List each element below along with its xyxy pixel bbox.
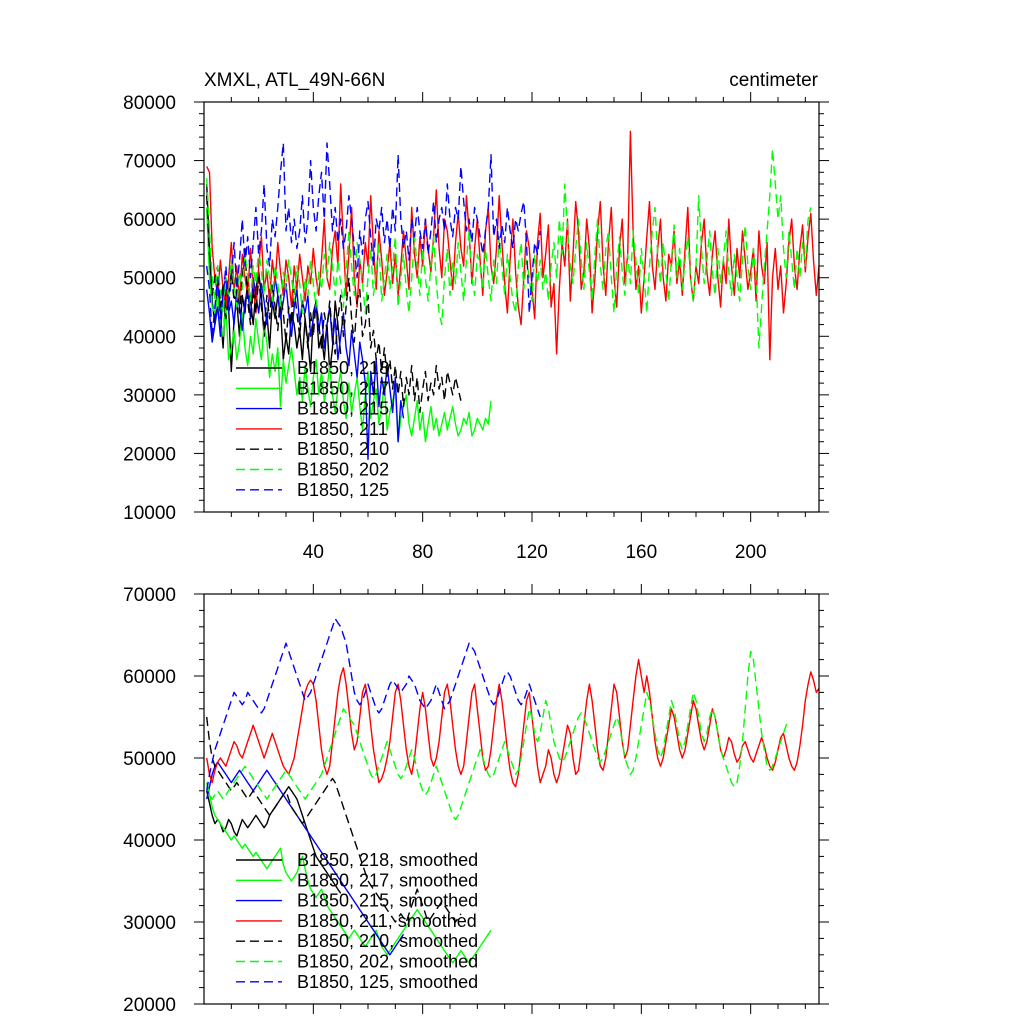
y-tick-label: 30000 <box>123 386 176 407</box>
y-tick-label: 70000 <box>123 152 176 173</box>
y-tick-label: 20000 <box>123 444 176 465</box>
series-line-3 <box>206 761 405 956</box>
x-tick-label: 40 <box>303 542 324 563</box>
legend-label: B1850, 217, smoothed <box>297 870 478 890</box>
legend-label: B1850, 218 <box>297 358 389 378</box>
y-tick-label: 10000 <box>123 503 176 524</box>
plot-frame <box>203 593 820 1005</box>
y-tick-label: 40000 <box>123 327 176 348</box>
units-label: centimeter <box>729 70 818 91</box>
series-line-7 <box>206 142 541 337</box>
series-line-7 <box>206 617 541 791</box>
legend-label: B1850, 202, smoothed <box>297 952 478 972</box>
plot-frame <box>203 101 820 513</box>
legend-label: B1850, 215 <box>297 399 389 419</box>
series-line-5 <box>206 716 462 923</box>
bottom-panel: 20000 30000 40000 50000 60000 70000 B1850, 218… <box>123 584 829 1016</box>
legend-label: B1850, 218, smoothed <box>297 850 478 870</box>
series-line-4 <box>206 658 819 788</box>
y-tick-label: 60000 <box>123 210 176 231</box>
y-tick-label: 60000 <box>123 667 176 688</box>
series-line-5 <box>206 195 462 414</box>
legend-label: B1850, 210 <box>297 439 389 459</box>
legend-label: B1850, 125, smoothed <box>297 972 478 992</box>
y-tick-label: 30000 <box>123 913 176 934</box>
top-plot-area: 40 80 120 160 200 10000 20000 30000 40000 50000 60… <box>123 92 829 563</box>
series-line-4 <box>206 130 819 361</box>
y-tick-label: 50000 <box>123 749 176 770</box>
x-tick-label: 160 <box>625 542 657 563</box>
series-line-6 <box>206 650 790 821</box>
y-tick-label: 20000 <box>123 995 176 1016</box>
legend-label: B1850, 210, smoothed <box>297 931 478 951</box>
y-tick-label: 70000 <box>123 585 176 606</box>
series-group <box>206 130 819 460</box>
x-tick-label: 200 <box>735 542 767 563</box>
legend-label: B1850, 125 <box>297 480 389 500</box>
series-line-3 <box>206 277 405 460</box>
y-tick-label: 50000 <box>123 269 176 290</box>
x-tick-label: 120 <box>516 542 548 563</box>
series-line-2 <box>206 782 492 964</box>
chart-title: XMXL, ATL_49N-66N <box>204 70 385 91</box>
top-panel: XMXL, ATL_49N-66N centimeter 40 80 120 160 2… <box>123 70 829 563</box>
legend-label: B1850, 211 <box>297 419 388 439</box>
y-tick-label: 80000 <box>123 93 176 114</box>
series-group <box>206 617 819 964</box>
legend-label: B1850, 217 <box>297 378 389 398</box>
series-line-6 <box>206 148 812 349</box>
series-line-2 <box>206 207 492 443</box>
bottom-plot-area: 20000 30000 40000 50000 60000 70000 B1850, 218… <box>123 584 829 1016</box>
y-tick-label: 40000 <box>123 831 176 852</box>
legend-label: B1850, 215, smoothed <box>297 891 478 911</box>
x-tick-label: 80 <box>412 542 433 563</box>
series-line-1 <box>206 183 342 373</box>
legend-label: B1850, 211, smoothed <box>297 911 477 931</box>
legend-label: B1850, 202 <box>297 460 389 480</box>
